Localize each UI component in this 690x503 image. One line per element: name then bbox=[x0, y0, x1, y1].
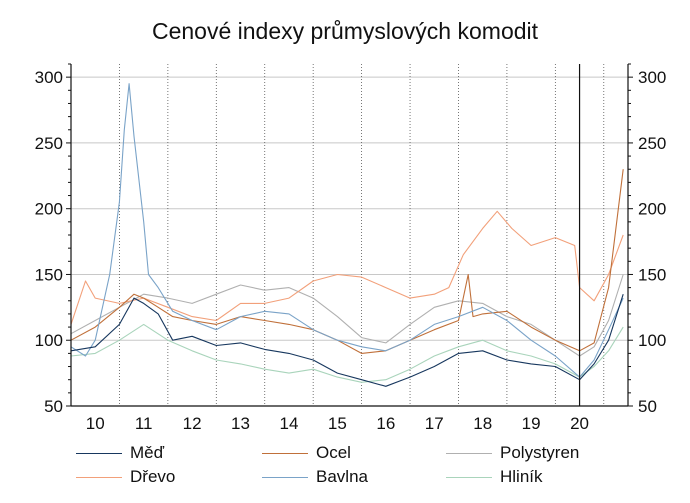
x-tick-label-14: 14 bbox=[279, 414, 298, 433]
series-line-2 bbox=[71, 275, 623, 357]
legend-swatch-drevo bbox=[76, 477, 122, 478]
legend-label-polystyren: Polystyren bbox=[500, 443, 579, 463]
series-line-4 bbox=[71, 84, 623, 377]
y-tick-label-left-300: 300 bbox=[35, 68, 63, 87]
series-line-3 bbox=[71, 211, 623, 324]
legend: Měď Ocel Polystyren Dřevo Bavlna Hliník bbox=[76, 442, 636, 492]
y-tick-label-right-100: 100 bbox=[638, 331, 666, 350]
x-tick-label-18: 18 bbox=[473, 414, 492, 433]
x-tick-label-15: 15 bbox=[328, 414, 347, 433]
legend-item-med: Měď bbox=[76, 442, 164, 464]
y-tick-label-left-150: 150 bbox=[35, 265, 63, 284]
legend-swatch-bavlna bbox=[262, 477, 308, 478]
legend-label-bavlna: Bavlna bbox=[316, 467, 368, 487]
axes: 50 50 100 100 150 150 200 200 250 250 300 300 10 11 12… bbox=[35, 64, 667, 433]
x-tick-label-17: 17 bbox=[425, 414, 444, 433]
x-tick-label-10: 10 bbox=[86, 414, 105, 433]
y-tick-label-right-150: 150 bbox=[638, 265, 666, 284]
legend-item-bavlna: Bavlna bbox=[262, 466, 368, 488]
series-line-5 bbox=[71, 324, 623, 382]
x-tick-label-20: 20 bbox=[570, 414, 589, 433]
legend-swatch-ocel bbox=[262, 453, 308, 454]
y-tick-label-left-50: 50 bbox=[44, 397, 63, 416]
legend-item-hlinik: Hliník bbox=[446, 466, 543, 488]
legend-label-drevo: Dřevo bbox=[130, 467, 175, 487]
x-tick-label-12: 12 bbox=[183, 414, 202, 433]
legend-swatch-polystyren bbox=[446, 453, 492, 454]
legend-label-hlinik: Hliník bbox=[500, 467, 543, 487]
y-tick-label-right-50: 50 bbox=[638, 397, 657, 416]
legend-swatch-med bbox=[76, 453, 122, 454]
grid-lines bbox=[71, 64, 628, 406]
legend-label-ocel: Ocel bbox=[316, 443, 351, 463]
x-tick-label-19: 19 bbox=[522, 414, 541, 433]
series-line-1 bbox=[71, 169, 623, 353]
chart-canvas: 50 50 100 100 150 150 200 200 250 250 300 300 10 11 12… bbox=[0, 0, 690, 503]
y-tick-label-left-200: 200 bbox=[35, 200, 63, 219]
legend-label-med: Měď bbox=[130, 443, 164, 463]
x-tick-label-11: 11 bbox=[135, 414, 153, 433]
x-tick-label-16: 16 bbox=[376, 414, 395, 433]
y-tick-label-left-250: 250 bbox=[35, 134, 63, 153]
legend-swatch-hlinik bbox=[446, 477, 492, 478]
y-tick-label-left-100: 100 bbox=[35, 331, 63, 350]
series-lines bbox=[71, 84, 623, 387]
legend-item-polystyren: Polystyren bbox=[446, 442, 579, 464]
y-tick-label-right-250: 250 bbox=[638, 134, 666, 153]
legend-item-drevo: Dřevo bbox=[76, 466, 175, 488]
legend-item-ocel: Ocel bbox=[262, 442, 351, 464]
y-tick-label-right-200: 200 bbox=[638, 200, 666, 219]
x-tick-label-13: 13 bbox=[231, 414, 250, 433]
y-tick-label-right-300: 300 bbox=[638, 68, 666, 87]
